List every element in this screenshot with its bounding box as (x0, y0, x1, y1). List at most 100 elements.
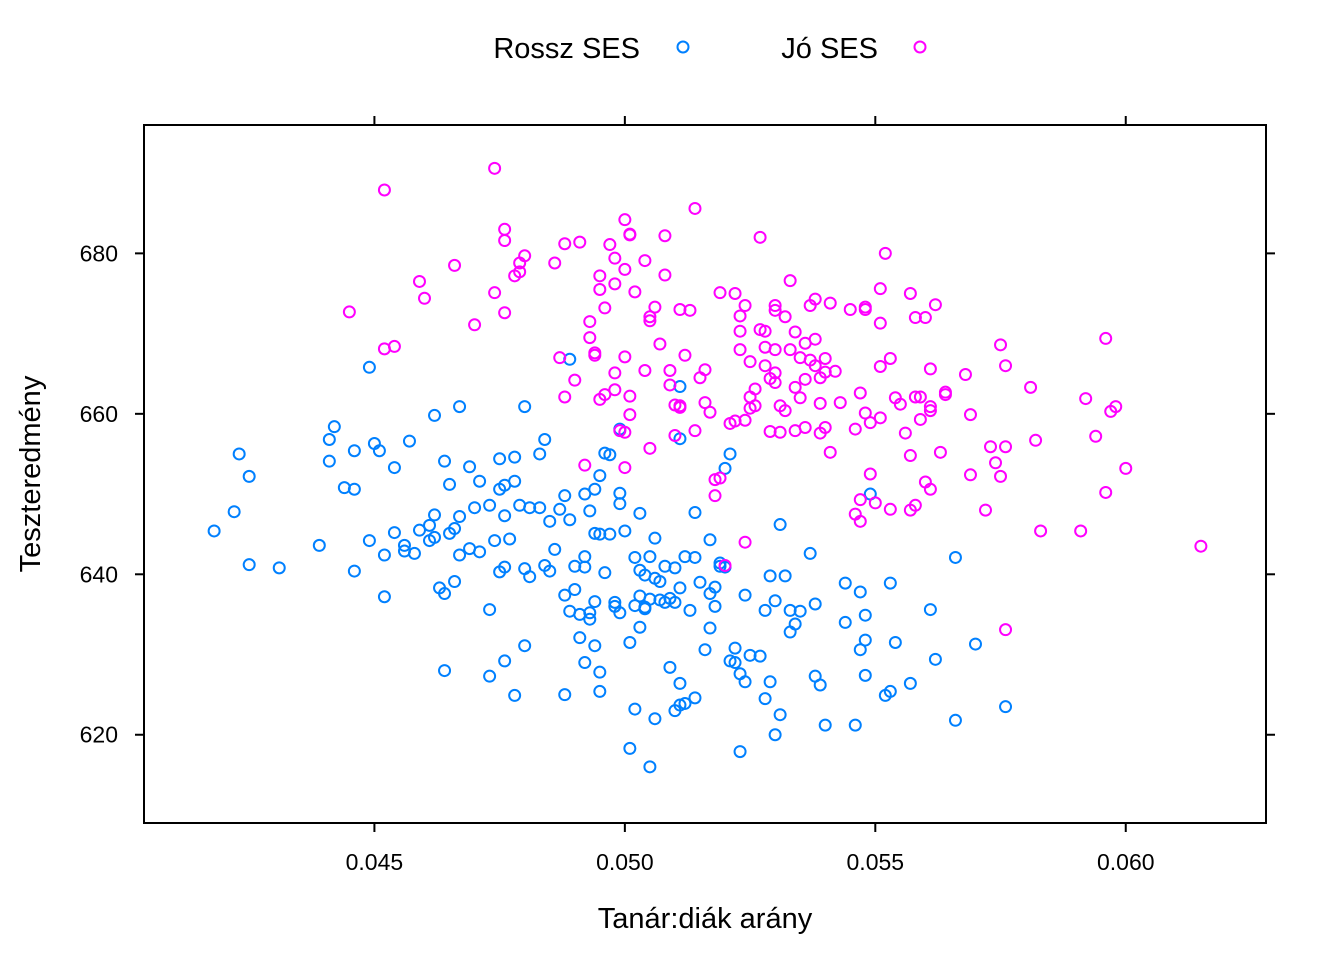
data-point (1119, 461, 1133, 475)
data-point (583, 606, 597, 620)
data-point (553, 351, 567, 365)
data-point (863, 467, 877, 481)
data-point (883, 502, 897, 516)
data-point (958, 368, 972, 382)
data-point (322, 433, 336, 447)
data-point (588, 346, 602, 360)
data-point (633, 506, 647, 520)
data-point (713, 559, 727, 573)
data-point (728, 656, 742, 670)
data-point (678, 696, 692, 710)
data-point (508, 450, 522, 464)
data-point (448, 522, 462, 536)
data-point (643, 314, 657, 328)
data-point (588, 595, 602, 609)
data-point (768, 299, 782, 313)
data-point (1109, 400, 1123, 414)
data-point (508, 688, 522, 702)
data-point (938, 388, 952, 402)
data-point (347, 482, 361, 496)
data-point (668, 428, 682, 442)
data-point (498, 306, 512, 320)
data-point (813, 678, 827, 692)
data-point (232, 447, 246, 461)
data-point (397, 538, 411, 552)
data-point (783, 274, 797, 288)
data-point (593, 282, 607, 296)
data-point (688, 506, 702, 520)
data-point (618, 524, 632, 538)
data-point (347, 564, 361, 578)
data-point (873, 411, 887, 425)
data-point (758, 692, 772, 706)
legend-label-jo-ses: Jó SES (781, 33, 878, 65)
data-point (633, 620, 647, 634)
data-point (808, 332, 822, 346)
data-point (608, 595, 622, 609)
data-point (1089, 429, 1103, 443)
data-point (603, 527, 617, 541)
data-point (543, 514, 557, 528)
data-point (683, 603, 697, 617)
data-point (593, 684, 607, 698)
data-point (823, 296, 837, 310)
data-point (803, 546, 817, 560)
data-point (588, 639, 602, 653)
data-point (688, 550, 702, 564)
data-point (498, 509, 512, 523)
y-tick-label: 620 (80, 722, 118, 748)
data-point (773, 425, 787, 439)
data-point (738, 299, 752, 313)
data-point (438, 664, 452, 678)
data-point (593, 665, 607, 679)
data-point (327, 420, 341, 434)
data-point (648, 300, 662, 314)
data-point (873, 282, 887, 296)
data-point (623, 741, 637, 755)
data-point (999, 440, 1013, 454)
data-point (473, 545, 487, 559)
data-point (698, 363, 712, 377)
data-point (588, 526, 602, 540)
data-point (903, 449, 917, 463)
data-point (618, 262, 632, 276)
data-point (583, 315, 597, 329)
data-point (753, 649, 767, 663)
data-point (377, 548, 391, 562)
data-point (923, 603, 937, 617)
data-point (999, 623, 1013, 637)
data-point (923, 400, 937, 414)
data-point (678, 348, 692, 362)
data-point (873, 316, 887, 330)
data-point (613, 606, 627, 620)
data-point (418, 291, 431, 305)
data-point (377, 590, 391, 604)
data-point (858, 633, 872, 647)
data-point (763, 569, 777, 583)
data-point (853, 493, 867, 507)
data-point (518, 400, 532, 414)
data-point (412, 523, 426, 537)
data-point (703, 405, 717, 419)
data-point (638, 254, 652, 268)
data-point (513, 265, 527, 279)
data-point (648, 531, 662, 545)
data-point (989, 456, 1003, 470)
data-point (918, 311, 932, 325)
data-point (738, 675, 752, 689)
data-point (578, 458, 592, 472)
x-tick-label: 0.060 (1097, 849, 1155, 875)
y-axis-title: Teszteredmény (15, 375, 47, 572)
data-point (498, 654, 512, 668)
data-point (783, 625, 797, 639)
data-point (322, 454, 336, 468)
data-point (663, 378, 677, 392)
data-point (693, 575, 707, 589)
data-point (653, 575, 667, 589)
data-point (648, 712, 662, 726)
data-point (808, 597, 822, 611)
data-point (753, 230, 767, 244)
data-point (828, 364, 842, 378)
legend-label-rossz-ses: Rossz SES (493, 33, 640, 65)
data-point (673, 399, 687, 413)
